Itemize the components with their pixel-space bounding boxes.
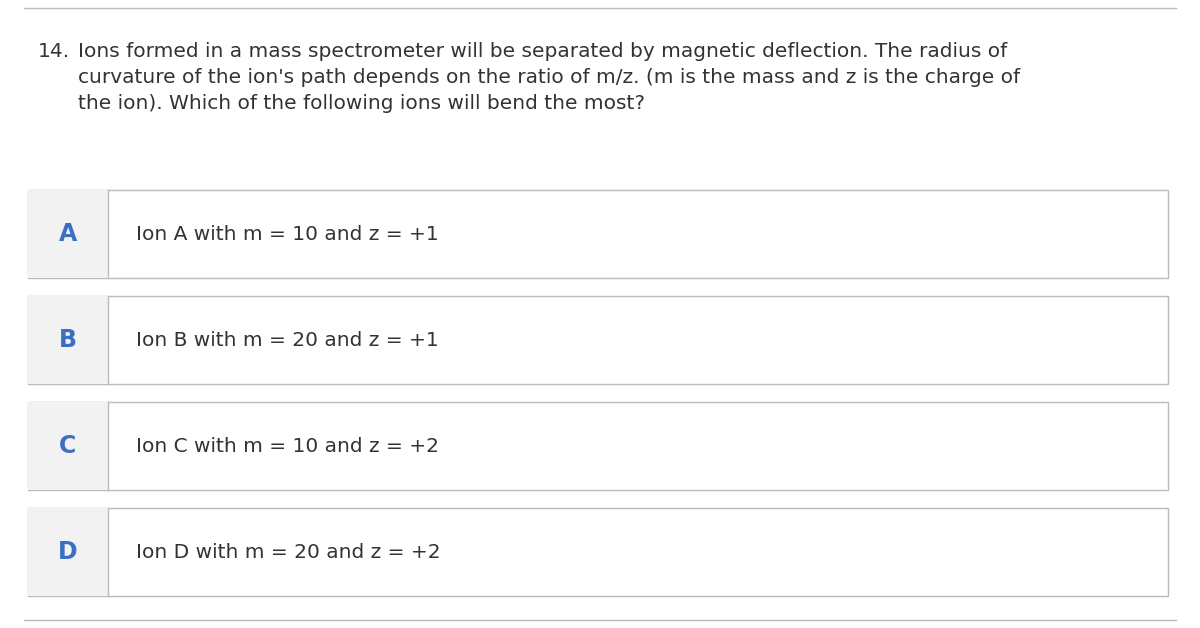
Text: Ion C with m = 10 and z = +2: Ion C with m = 10 and z = +2	[136, 436, 439, 455]
Bar	[28, 402, 108, 490]
Bar	[28, 296, 1168, 384]
Text: Ions formed in a mass spectrometer will be separated by magnetic deflection. The: Ions formed in a mass spectrometer will …	[78, 42, 1007, 61]
Bar	[28, 190, 108, 278]
Text: A: A	[59, 222, 77, 246]
Bar	[28, 296, 108, 384]
Text: C: C	[59, 434, 77, 458]
Text: B: B	[59, 328, 77, 352]
Bar	[28, 190, 1168, 278]
Bar	[28, 508, 108, 596]
Text: the ion). Which of the following ions will bend the most?: the ion). Which of the following ions wi…	[78, 94, 646, 113]
Text: Ion D with m = 20 and z = +2: Ion D with m = 20 and z = +2	[136, 543, 440, 561]
Text: curvature of the ion's path depends on the ratio of m/z. (m is the mass and z is: curvature of the ion's path depends on t…	[78, 68, 1020, 87]
Text: Ion B with m = 20 and z = +1: Ion B with m = 20 and z = +1	[136, 330, 439, 350]
Bar	[28, 402, 1168, 490]
Bar	[28, 508, 1168, 596]
Text: 14.: 14.	[38, 42, 70, 61]
Text: D: D	[58, 540, 78, 564]
Text: Ion A with m = 10 and z = +1: Ion A with m = 10 and z = +1	[136, 224, 439, 244]
